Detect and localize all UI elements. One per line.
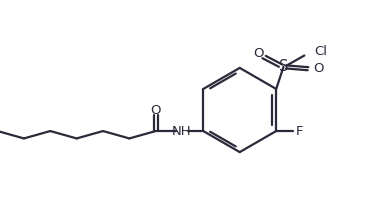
Text: F: F (295, 125, 303, 138)
Text: O: O (313, 62, 324, 75)
Text: S: S (279, 59, 288, 74)
Text: O: O (150, 104, 161, 117)
Text: NH: NH (172, 125, 191, 138)
Text: Cl: Cl (315, 46, 328, 59)
Text: O: O (253, 48, 264, 60)
